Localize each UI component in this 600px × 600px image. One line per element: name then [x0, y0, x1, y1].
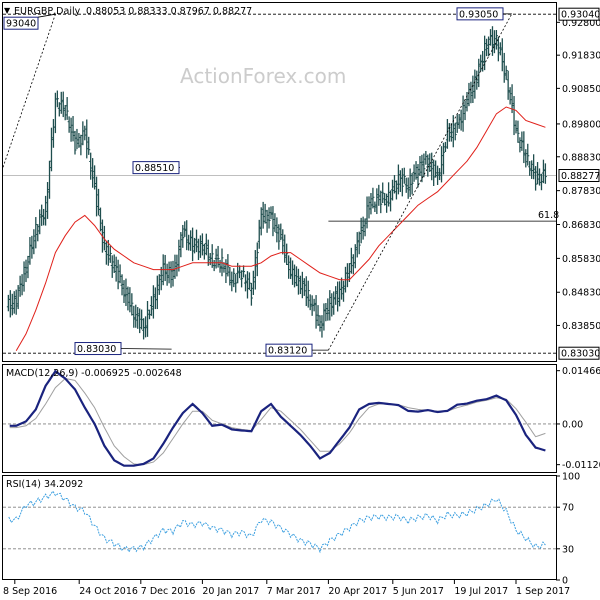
- price-panel-frame: [2, 2, 557, 362]
- time-axis-tick-label: 7 Dec 2016: [141, 586, 196, 597]
- price-axis-high-marker-text: 0.93040: [561, 10, 600, 21]
- annotation-peak-mid: 0.88510: [132, 161, 180, 175]
- collapse-triangle-icon[interactable]: ▼: [4, 6, 11, 15]
- price-axis-tick-label: 0.84830: [562, 288, 600, 299]
- macd-label: MACD(12,26,9) -0.006925 -0.002648: [6, 368, 182, 379]
- ohlc-readout: 0.88053 0.88333 0.87967 0.88277: [86, 6, 252, 17]
- price-axis-low-marker-text: 0.83030: [561, 349, 600, 360]
- price-axis-tick-label: 0.88830: [562, 152, 600, 163]
- price-axis-last-marker-box: [558, 169, 600, 183]
- price-bars: [6, 26, 547, 340]
- annotation-low-mid: 0.83120: [265, 343, 329, 357]
- time-axis-tick-label: 5 Jun 2017: [393, 586, 444, 597]
- price-axis-low-marker: 0.83030: [558, 346, 600, 360]
- rsi-panel-frame: [2, 475, 557, 580]
- rsi-axis-tick-label: 30: [562, 544, 574, 555]
- rsi-panel: 100 70 30 0: [3, 472, 580, 587]
- price-annotations: 93040 0.93050 0.88510 0.83030 0.83120: [3, 7, 512, 357]
- annotation-low-mid-text: 0.83120: [268, 346, 307, 357]
- moving-average-line: [15, 106, 546, 352]
- annotation-high-right-text: 0.93050: [459, 9, 498, 20]
- annotation-high-left: 93040: [3, 13, 56, 30]
- price-axis-high-marker-box: [558, 7, 600, 21]
- price-axis-tick-label: 0.85830: [562, 254, 600, 265]
- annotation-low-left-leader: [120, 348, 172, 350]
- time-axis-tick-label: 24 Oct 2016: [79, 586, 138, 597]
- price-axis-tick-label: 0.91830: [562, 51, 600, 62]
- macd-axis-tick-label: 0.014661: [562, 366, 600, 377]
- rsi-axis-tick-label: 0: [562, 576, 568, 587]
- macd-axis-tick-label: -0.011202: [562, 460, 600, 471]
- price-axis-low-marker-box: [558, 346, 600, 360]
- annotation-low-left-text: 0.83030: [77, 344, 116, 355]
- fib-label: 61.8: [538, 210, 559, 221]
- rsi-label: RSI(14) 34.2092: [6, 479, 83, 490]
- time-axis: 8 Sep 2016 24 Oct 2016 7 Dec 2016 20 Jan 20…: [3, 580, 570, 597]
- time-axis-tick-label: 8 Sep 2016: [3, 586, 57, 597]
- price-axis-last-marker-text: 0.88277: [561, 171, 600, 182]
- symbol-label: EURGBP,Daily: [14, 6, 81, 17]
- macd-axis-tick-label: 0.00: [562, 419, 583, 430]
- time-axis-tick-label: 1 Sep 2017: [516, 586, 570, 597]
- rsi-line: [8, 490, 546, 554]
- annotation-low-left: 0.83030: [74, 342, 172, 356]
- trend-line-right: [328, 13, 513, 351]
- macd-signal-line: [9, 377, 546, 466]
- rsi-axis-tick-label: 100: [562, 472, 580, 483]
- macd-panel: 0.014661 0.00 -0.011202: [3, 366, 600, 471]
- time-axis-tick-label: 20 Apr 2017: [328, 586, 387, 597]
- annotation-high-left-leader: [37, 13, 56, 18]
- price-axis-tick-label: 0.90850: [562, 84, 600, 95]
- time-axis-tick-label: 20 Jan 2017: [202, 586, 259, 597]
- rsi-axis-tick-label: 70: [562, 503, 574, 514]
- annotation-peak-mid-text: 0.88510: [135, 163, 174, 174]
- time-axis-tick-label: 19 Jul 2017: [454, 586, 508, 597]
- price-axis-high-marker: 0.93040: [558, 7, 600, 21]
- trend-lines: [2, 13, 513, 351]
- price-axis-tick-label: 0.92800: [562, 18, 600, 29]
- moving-average: [15, 106, 546, 352]
- price-axis-tick-label: 0.89800: [562, 119, 600, 130]
- trend-line-left: [2, 14, 56, 168]
- annotation-high-right: 0.93050: [456, 7, 512, 21]
- price-axis-tick-label: 0.87830: [562, 186, 600, 197]
- macd-panel-frame: [2, 364, 557, 473]
- price-axis: 0.92800 0.91830 0.90850 0.89800 0.88830 0.878…: [556, 7, 600, 360]
- watermark-text: ActionForex.com: [180, 64, 346, 88]
- time-axis-tick-label: 7 Mar 2017: [267, 586, 321, 597]
- macd-line: [9, 369, 546, 467]
- price-axis-tick-label: 0.83850: [562, 321, 600, 332]
- annotation-high-left-text: 93040: [6, 19, 36, 30]
- price-axis-last-marker: 0.88277: [558, 169, 600, 183]
- annotation-high-left-box: [3, 16, 39, 30]
- price-axis-tick-label: 0.86830: [562, 220, 600, 231]
